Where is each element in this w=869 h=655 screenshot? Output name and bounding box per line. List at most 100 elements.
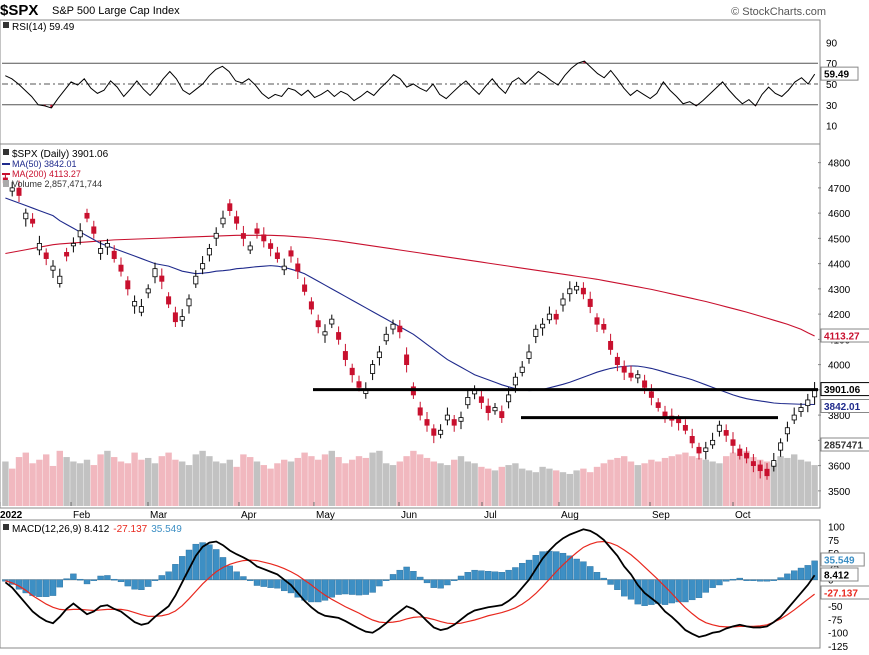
candle-body <box>132 301 138 307</box>
volume-bar <box>117 461 125 506</box>
candle-body <box>744 452 750 459</box>
macd-histogram-bar <box>144 579 152 587</box>
volume-bar <box>804 461 811 506</box>
macd-legend-hist: 35.549 <box>151 524 182 535</box>
volume-bar <box>423 457 431 506</box>
macd-histogram-bar <box>138 579 145 590</box>
volume-bar <box>151 463 159 506</box>
macd-histogram-bar <box>226 565 234 580</box>
volume-legend-swatch <box>3 180 9 187</box>
volume-bar <box>111 457 118 506</box>
macd-histogram-bar <box>634 579 641 605</box>
price-panel: 3500360037003800390040004100420043004400… <box>0 159 869 521</box>
macd-histogram-bar <box>437 579 444 589</box>
macd-histogram-bar <box>240 576 247 580</box>
volume-bar <box>376 450 383 506</box>
volume-bar <box>777 456 784 506</box>
macd-histogram-bar <box>519 563 526 580</box>
volume-bar <box>593 466 601 506</box>
volume-bar <box>247 457 254 506</box>
volume-bar <box>621 456 628 506</box>
candle-body <box>295 263 301 272</box>
candle-body <box>77 230 83 238</box>
volume-bar <box>56 450 63 506</box>
macd-histogram-bar <box>777 577 784 580</box>
macd-histogram-bar <box>376 579 383 587</box>
candle-body <box>30 218 36 224</box>
rsi-value-tag-box <box>820 66 859 81</box>
macd-line <box>4 528 816 638</box>
macd-histogram-bar <box>702 579 709 593</box>
candle-body <box>764 468 770 477</box>
macd-hist-tag: 35.549 <box>824 556 855 567</box>
volume-bar <box>457 456 465 506</box>
rsi-line <box>5 60 816 109</box>
macd-histogram-bar <box>716 579 723 586</box>
candle-body <box>104 243 110 248</box>
candle-body <box>111 250 117 259</box>
macd-histogram-bar <box>600 577 607 580</box>
macd-histogram-bar <box>76 578 84 581</box>
volume-bar <box>219 463 227 506</box>
volume-bar <box>682 452 689 506</box>
candle-body <box>757 464 763 472</box>
candle-body <box>36 243 42 251</box>
candle-body <box>458 417 464 422</box>
macd-histogram-bar <box>165 571 172 580</box>
macd-histogram-bar <box>355 579 363 596</box>
macd-value-tag: 8.412 <box>824 571 849 582</box>
ma50-legend: MA(50) 3842.01 <box>12 159 77 169</box>
macd-histogram-bar <box>233 571 240 580</box>
volume-bar <box>559 472 567 506</box>
candle-body <box>628 372 634 378</box>
volume-bar <box>471 463 478 506</box>
candle-body <box>791 414 797 421</box>
candle-body <box>57 275 63 284</box>
macd-histogram-bar <box>668 579 675 604</box>
macd-histogram-bar <box>131 579 138 590</box>
candle-body <box>417 407 423 416</box>
macd-tick-label: -100 <box>828 629 848 640</box>
macd-histogram-bar <box>49 579 57 596</box>
candle-body <box>526 351 532 359</box>
ma200-value-tag-box <box>820 328 869 343</box>
candle-body <box>145 288 151 294</box>
ma50-value-tag-box <box>820 398 869 413</box>
macd-histogram-bar <box>83 579 91 585</box>
price-tick-label: 4500 <box>828 234 851 245</box>
volume-bar <box>253 461 261 506</box>
candle-body <box>397 325 403 333</box>
rsi-value-tag: 59.49 <box>824 70 849 81</box>
candle-body <box>451 419 457 426</box>
macd-histogram-bar <box>389 574 397 580</box>
volume-bar <box>274 463 281 506</box>
macd-histogram-bar <box>212 549 220 580</box>
candle-body <box>166 296 172 305</box>
volume-bar <box>532 472 539 506</box>
macd-histogram-bar <box>43 579 50 597</box>
volume-bar <box>770 463 777 506</box>
candle-body <box>424 419 430 426</box>
volume-bar <box>410 450 417 506</box>
stockcharts-credit: © StockCharts.com <box>731 6 826 18</box>
volume-bar <box>580 468 587 506</box>
macd-legend-main: MACD(12,26,9) 8.412 <box>12 524 110 535</box>
candle-body <box>478 396 484 403</box>
macd-histogram-bar <box>539 551 546 580</box>
macd-histogram-bar <box>396 569 403 580</box>
macd-histogram-bar <box>124 579 132 587</box>
x-axis-label: Jun <box>401 510 417 521</box>
macd-histogram-bar <box>308 579 315 603</box>
candle-body <box>220 217 226 225</box>
volume-bar <box>70 461 77 506</box>
macd-histogram-bar <box>90 579 98 581</box>
candle-body <box>587 298 593 307</box>
candle-body <box>648 391 654 398</box>
macd-hist-tag-box <box>820 552 865 567</box>
volume-bar <box>49 465 57 506</box>
price-legend-swatch <box>3 149 9 155</box>
volume-bar <box>729 452 737 506</box>
candle-body <box>696 446 702 454</box>
volume-bar <box>185 465 193 506</box>
